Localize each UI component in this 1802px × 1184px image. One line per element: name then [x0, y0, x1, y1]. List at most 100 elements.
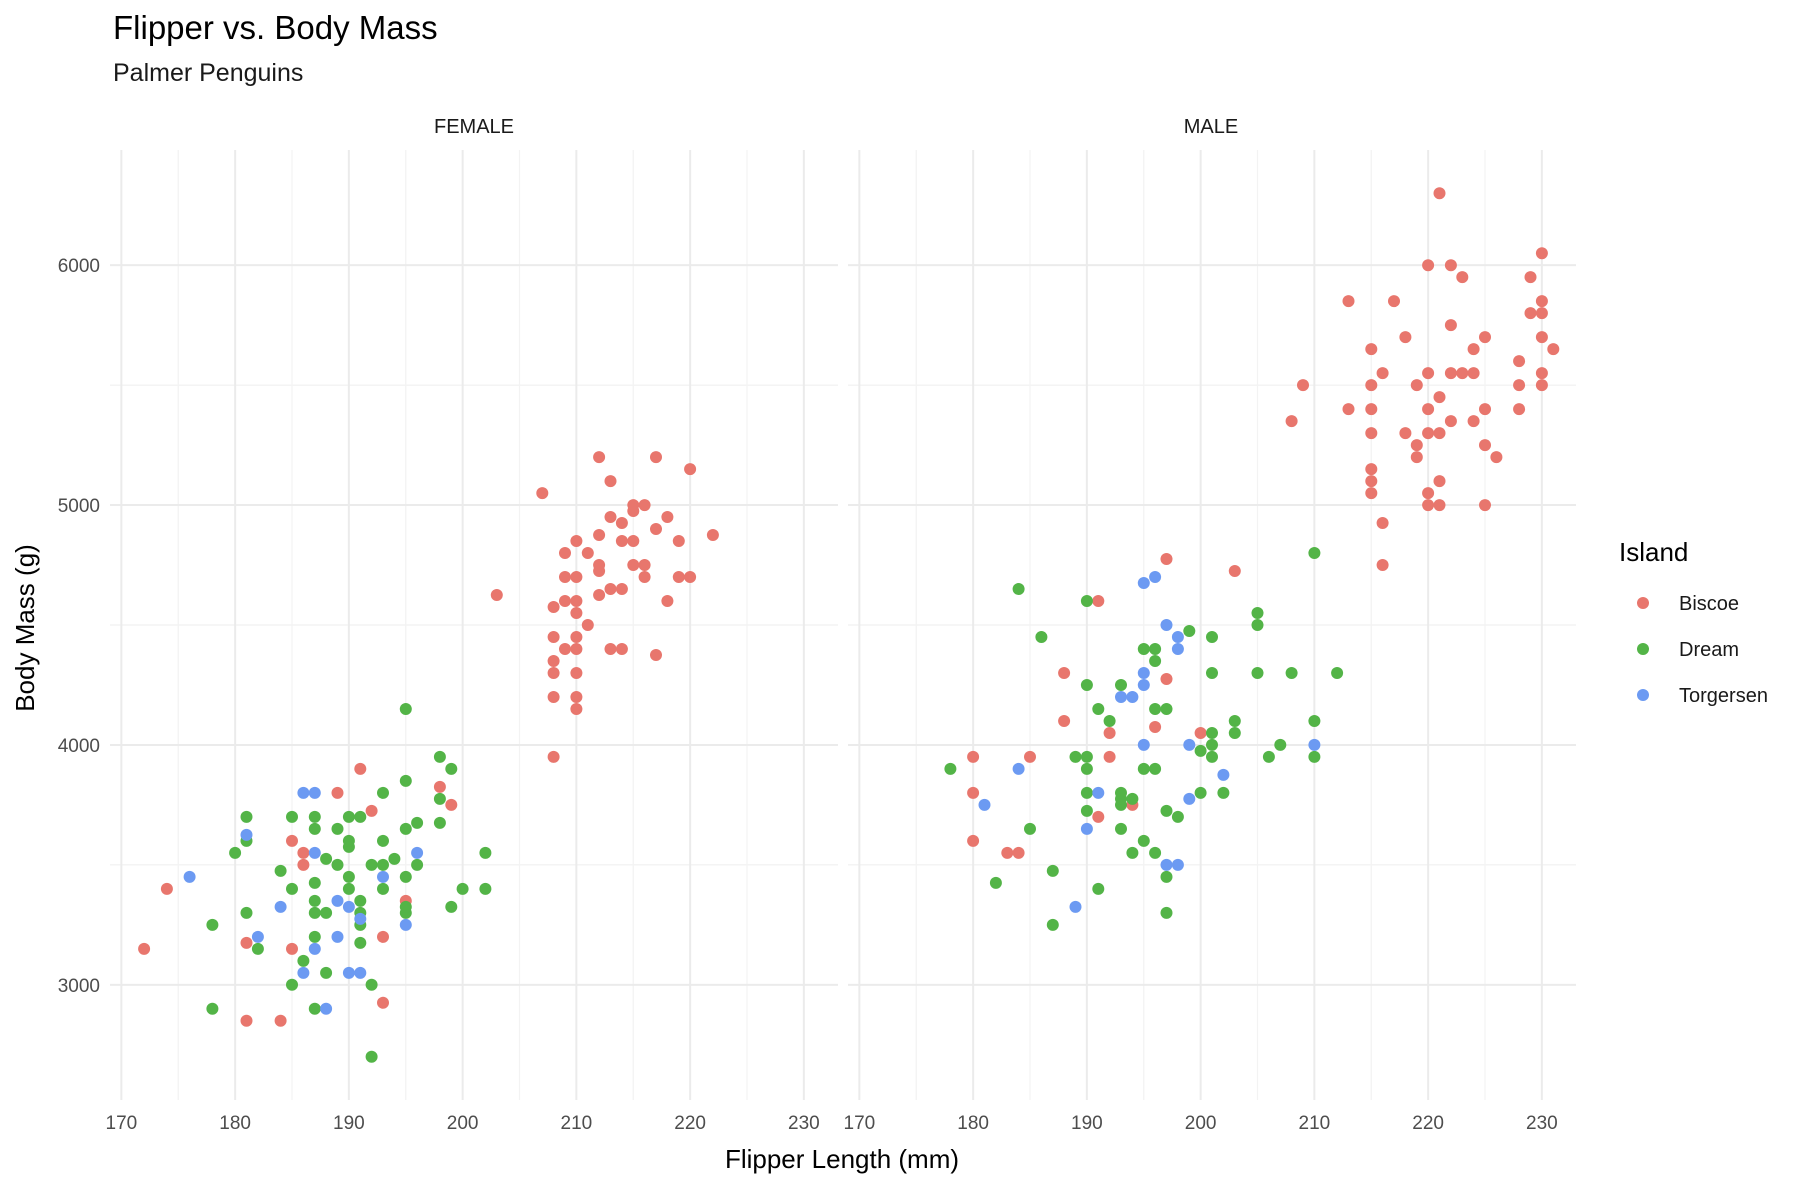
point-biscoe-female — [638, 499, 651, 512]
point-biscoe-male — [1535, 307, 1548, 320]
point-dream-female — [433, 750, 446, 763]
x-tick-label-female: 230 — [788, 1113, 820, 1134]
point-biscoe-male — [1467, 415, 1480, 428]
panel-gridlines-male — [848, 150, 1576, 1100]
point-biscoe-female — [297, 846, 310, 859]
point-dream-male — [1217, 786, 1230, 799]
point-dream-male — [1046, 864, 1059, 877]
point-biscoe-female — [672, 535, 685, 547]
point-dream-female — [388, 852, 401, 865]
point-dream-female — [399, 870, 412, 883]
point-biscoe-male — [1365, 403, 1378, 416]
point-torgersen-male — [978, 798, 991, 811]
point-dream-male — [1251, 607, 1264, 619]
point-dream-male — [1092, 703, 1105, 715]
point-dream-male — [1080, 786, 1093, 799]
point-dream-male — [1012, 583, 1025, 595]
point-dream-female — [354, 894, 367, 907]
point-dream-male — [1149, 846, 1162, 859]
point-biscoe-female — [377, 996, 389, 1009]
point-biscoe-female — [627, 499, 640, 512]
point-torgersen-female — [308, 942, 321, 955]
point-torgersen-male — [1069, 900, 1082, 913]
point-biscoe-female — [547, 601, 560, 613]
point-dream-male — [1115, 822, 1127, 835]
point-torgersen-male — [1183, 738, 1196, 751]
point-biscoe-male — [1001, 846, 1014, 859]
point-dream-female — [377, 786, 389, 799]
point-dream-female — [377, 858, 389, 871]
point-biscoe-male — [1535, 367, 1548, 380]
point-dream-female — [286, 882, 298, 895]
point-torgersen-male — [1137, 679, 1150, 691]
point-biscoe-female — [286, 942, 298, 955]
point-torgersen-male — [1171, 858, 1184, 871]
point-dream-male — [1024, 822, 1036, 835]
panel-gridlines-female — [110, 150, 838, 1100]
point-torgersen-female — [331, 894, 344, 907]
point-dream-male — [1092, 882, 1105, 895]
x-tick-label-male: 180 — [957, 1113, 989, 1134]
point-dream-female — [433, 792, 446, 805]
point-torgersen-male — [1115, 691, 1127, 703]
point-dream-male — [1126, 846, 1139, 859]
point-biscoe-female — [547, 655, 560, 667]
point-torgersen-female — [251, 930, 264, 943]
point-biscoe-male — [1422, 427, 1435, 440]
point-biscoe-female — [536, 487, 549, 500]
x-axis-title: Flipper Length (mm) — [725, 1144, 959, 1174]
point-dream-female — [320, 852, 333, 865]
point-torgersen-male — [1126, 691, 1139, 703]
point-biscoe-male — [1479, 403, 1491, 416]
y-tick-label: 4000 — [58, 736, 100, 757]
x-tick-label-female: 170 — [106, 1113, 138, 1134]
x-tick-label-male: 170 — [844, 1113, 876, 1134]
point-dream-male — [1228, 715, 1241, 727]
point-dream-male — [944, 762, 957, 775]
point-biscoe-male — [967, 750, 980, 763]
point-biscoe-male — [1365, 427, 1378, 440]
facet-panel-female: FEMALE 170 180 190 200 210 220 230 — [106, 116, 838, 1134]
point-biscoe-male — [1490, 451, 1503, 464]
point-torgersen-male — [1217, 768, 1230, 781]
point-biscoe-female — [570, 691, 583, 703]
point-dream-female — [274, 864, 287, 877]
point-dream-male — [1080, 762, 1093, 775]
point-biscoe-male — [1535, 379, 1548, 392]
point-biscoe-male — [1388, 295, 1400, 308]
point-torgersen-female — [354, 912, 367, 925]
point-dream-female — [286, 978, 298, 991]
point-biscoe-female — [547, 750, 560, 763]
point-dream-female — [445, 900, 458, 913]
point-biscoe-female — [559, 547, 571, 559]
point-biscoe-male — [1297, 379, 1309, 392]
point-biscoe-female — [615, 517, 628, 529]
point-biscoe-female — [593, 589, 606, 601]
point-biscoe-male — [1513, 403, 1526, 416]
point-biscoe-male — [1285, 415, 1298, 428]
point-dream-male — [1262, 750, 1275, 763]
point-biscoe-female — [547, 631, 560, 643]
point-biscoe-female — [706, 529, 719, 541]
point-biscoe-male — [1422, 259, 1435, 272]
point-dream-male — [1206, 631, 1218, 643]
point-biscoe-female — [377, 930, 389, 943]
point-biscoe-female — [547, 667, 560, 679]
x-tick-label-female: 200 — [447, 1113, 479, 1134]
point-torgersen-male — [1137, 667, 1150, 679]
point-torgersen-male — [1137, 577, 1150, 589]
point-biscoe-female — [286, 834, 298, 847]
point-biscoe-male — [1422, 403, 1435, 416]
point-dream-female — [331, 858, 344, 871]
point-torgersen-female — [331, 930, 344, 943]
point-biscoe-male — [1547, 343, 1560, 356]
point-dream-male — [1308, 715, 1321, 727]
point-biscoe-male — [1479, 439, 1491, 452]
point-dream-male — [1080, 595, 1093, 607]
point-biscoe-male — [1535, 295, 1548, 308]
point-dream-female — [479, 882, 492, 895]
point-dream-male — [1149, 703, 1162, 715]
point-biscoe-female — [604, 475, 617, 488]
point-biscoe-female — [581, 619, 594, 631]
legend-items: Biscoe Dream Torgersen — [1637, 593, 1768, 707]
